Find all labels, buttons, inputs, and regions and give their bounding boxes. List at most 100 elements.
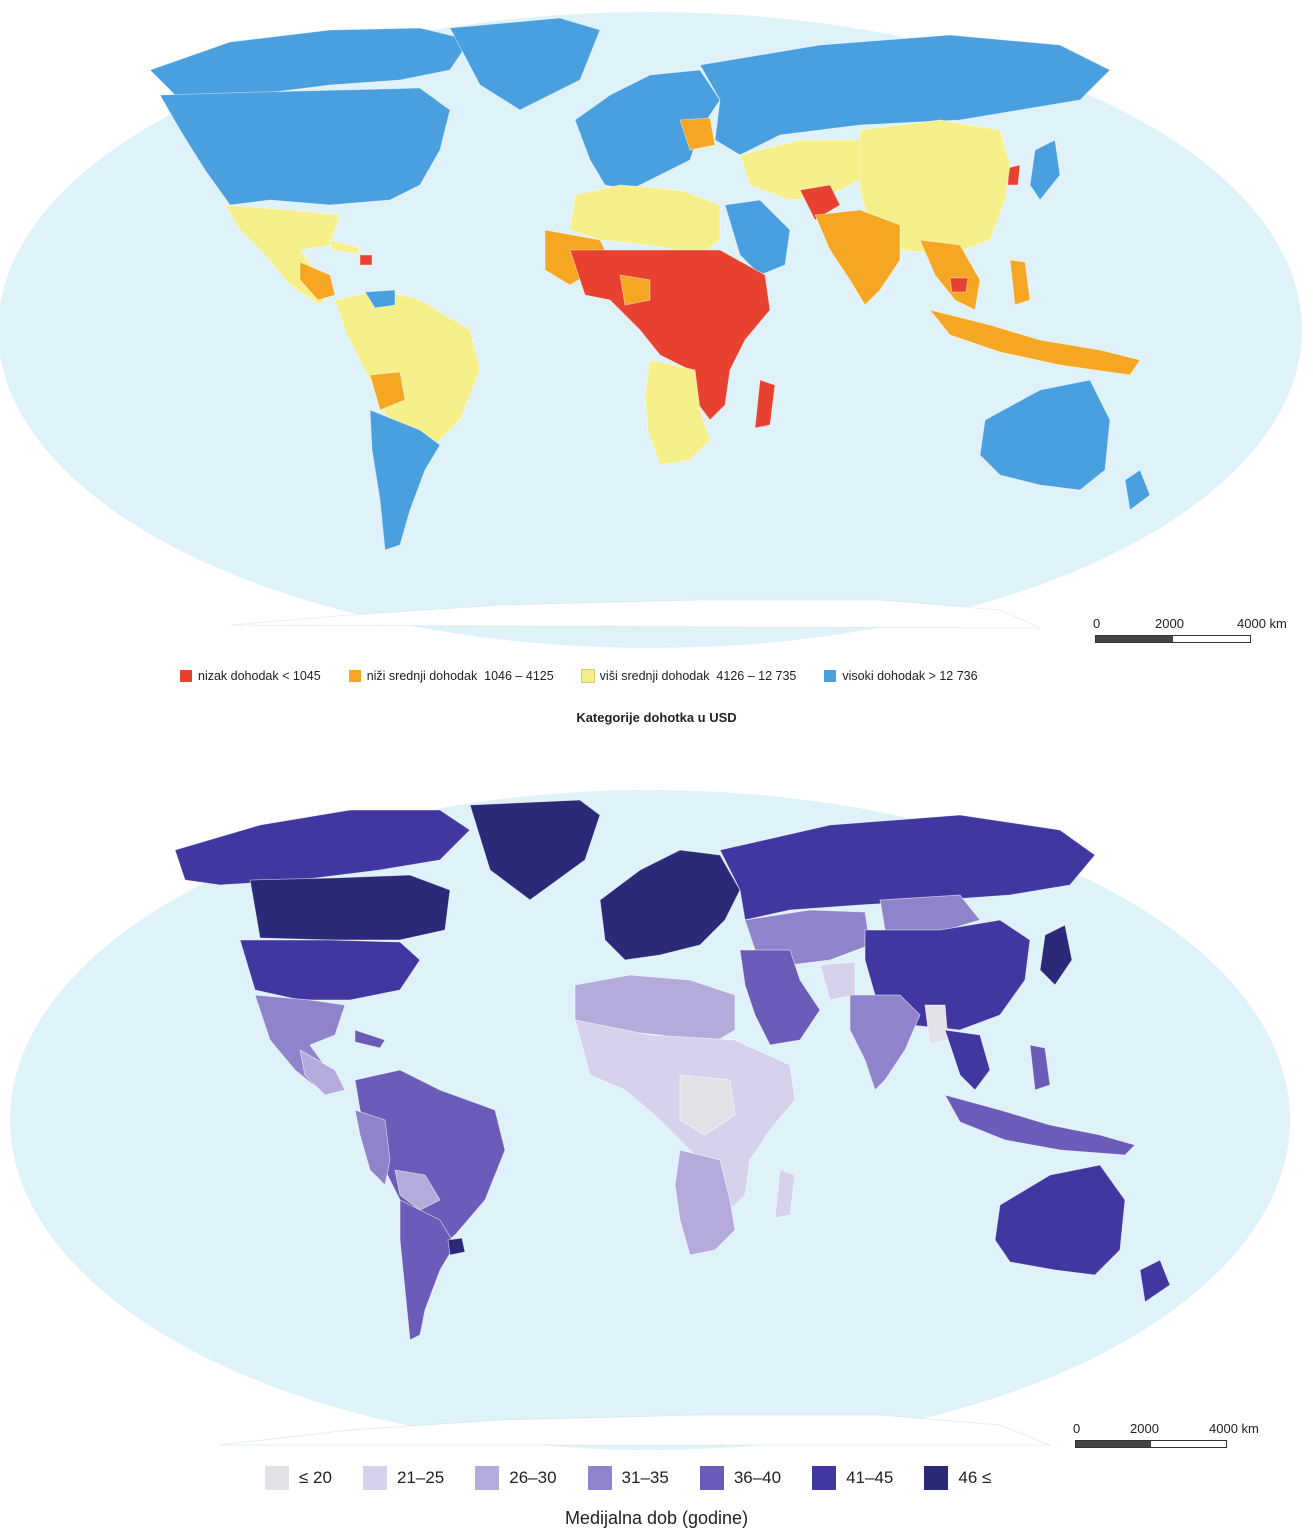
legend-label: niži srednji dohodak (366, 669, 478, 683)
region-indonesia (944, 1094, 1136, 1156)
region-caribbean (329, 239, 361, 255)
region-southeast-asia (944, 1029, 991, 1091)
region-north-america (159, 87, 451, 206)
region-india (849, 994, 921, 1091)
region-uruguay (447, 1237, 466, 1256)
legend-label: 31–35 (621, 1468, 669, 1487)
scale-label-2000: 2000 (1155, 616, 1184, 631)
region-bolivia (369, 371, 406, 411)
age-countries (174, 799, 1171, 1446)
legend-item-age-21-25: 21–25 (362, 1466, 445, 1490)
region-afghanistan (799, 184, 841, 221)
region-australia (979, 379, 1111, 491)
legend-swatch (587, 1466, 612, 1490)
region-japan (1039, 924, 1073, 986)
region-bolivia-paraguay (394, 1169, 441, 1211)
region-southeast-asia (919, 239, 981, 311)
region-southern-cone (399, 1199, 456, 1341)
legend-swatch (265, 1466, 289, 1490)
scale-label-4000: 4000 km (1209, 1421, 1259, 1436)
region-central-asia (739, 139, 871, 201)
region-southern-africa (674, 1149, 736, 1256)
region-north-africa (569, 184, 721, 256)
age-caption: Medijalna dob (godine) (564, 1508, 749, 1528)
legend-label: viši srednji dohodak (599, 669, 710, 683)
legend-swatch (580, 669, 595, 683)
legend-item-age-46-plus: 46 ≤ (924, 1466, 991, 1490)
legend-swatch (348, 670, 361, 682)
legend-item-age-26-30: 26–30 (475, 1466, 557, 1490)
legend-label: 41–45 (846, 1468, 894, 1487)
region-south-asia (814, 209, 901, 306)
legend-swatch (362, 1466, 387, 1490)
region-europe (599, 849, 741, 961)
scale-label-0: 0 (1073, 1421, 1081, 1436)
age-map-panel: 0 2000 4000 km (0, 790, 1313, 1540)
region-usa (239, 939, 421, 1001)
region-russia (699, 34, 1111, 156)
region-canada (249, 874, 451, 941)
region-antarctica (219, 1414, 1051, 1446)
scale-label-0: 0 (1093, 616, 1101, 631)
legend-swatch (812, 1466, 837, 1490)
legend-item-age-20: ≤ 20 (265, 1466, 332, 1490)
legend-swatch (699, 1466, 724, 1490)
legend-range: 1046 – 4125 (484, 669, 554, 683)
legend-label: 21–25 (396, 1468, 445, 1487)
region-madagascar (774, 1169, 796, 1219)
legend-label: 26–30 (509, 1468, 557, 1487)
legend-label: ≤ 20 (299, 1468, 332, 1487)
region-andes (354, 1109, 391, 1186)
legend-item-upper-middle-income: viši srednji dohodak 4126 – 12 735 (580, 669, 797, 683)
region-madagascar (754, 379, 776, 429)
region-central-america-lower (299, 261, 336, 301)
legend-swatch (475, 1466, 500, 1490)
legend-label: 36–40 (733, 1468, 782, 1487)
scale-label-2000: 2000 (1130, 1421, 1159, 1436)
region-arabian-peninsula (724, 199, 791, 276)
legend-swatch (824, 670, 837, 682)
income-countries (149, 17, 1151, 629)
legend-item-age-36-40: 36–40 (699, 1466, 782, 1490)
income-scale-bar: 0 2000 4000 km (1093, 616, 1303, 646)
region-caribbean-haiti (359, 254, 373, 266)
region-new-zealand (1139, 1259, 1171, 1303)
region-central-africa-lower-middle (619, 274, 651, 306)
legend-swatch (924, 1466, 949, 1490)
region-antarctica (229, 599, 1041, 629)
legend-item-age-41-45: 41–45 (812, 1466, 893, 1490)
income-legend: nizak dohodak < 1045 niži srednji dohoda… (180, 669, 1006, 683)
region-cambodia (949, 277, 969, 293)
region-japan (1029, 139, 1061, 201)
region-central-africa (679, 1074, 736, 1136)
legend-label: nizak dohodak (198, 669, 279, 683)
region-philippines (1029, 1044, 1051, 1091)
region-caribbean (354, 1029, 386, 1049)
legend-swatch (180, 670, 192, 682)
region-arctic-canada (174, 809, 471, 886)
legend-item-high-income: visoki dohodak > 12 736 (824, 669, 978, 683)
income-caption: Kategorije dohotka u USD (576, 710, 737, 725)
legend-label: visoki dohodak (842, 669, 926, 683)
income-world-map (0, 12, 1302, 648)
legend-range: < 1045 (282, 669, 321, 683)
region-philippines (1009, 259, 1031, 306)
scale-bar-graphic (1075, 1440, 1227, 1448)
scale-label-4000: 4000 km (1237, 616, 1287, 631)
age-world-map (10, 790, 1290, 1450)
region-greenland (449, 17, 601, 111)
legend-item-low-income: nizak dohodak < 1045 (180, 669, 321, 683)
legend-range: 4126 – 12 735 (716, 669, 797, 683)
region-southern-africa (644, 359, 711, 466)
region-greenland (469, 799, 601, 901)
legend-range: > 12 736 (928, 669, 978, 683)
scale-bar-graphic (1095, 635, 1251, 643)
region-indonesia (928, 309, 1141, 376)
age-scale-bar: 0 2000 4000 km (1073, 1421, 1283, 1451)
age-legend: ≤ 20 21–25 26–30 31–35 36–40 41–45 46 ≤ (265, 1466, 1022, 1490)
region-new-zealand (1124, 469, 1151, 511)
region-southern-cone (369, 409, 441, 551)
region-eastern-europe (679, 117, 716, 151)
legend-label: 46 ≤ (958, 1468, 992, 1487)
region-australia (994, 1164, 1126, 1276)
